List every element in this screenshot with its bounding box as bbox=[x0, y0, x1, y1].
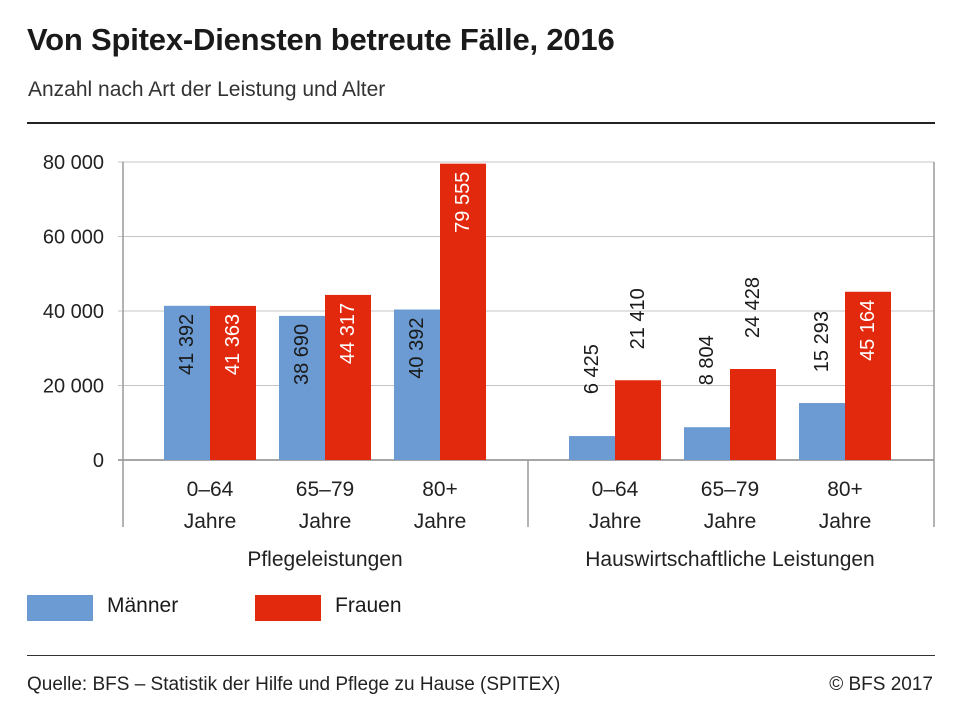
chart-title: Von Spitex-Diensten betreute Fälle, 2016 bbox=[27, 22, 615, 57]
bar-men bbox=[684, 427, 730, 460]
bar-women bbox=[730, 369, 776, 460]
bar-women bbox=[615, 380, 661, 460]
bar-value-label: 45 164 bbox=[857, 300, 879, 361]
legend-swatch-women bbox=[255, 595, 321, 621]
x-tick-label: 80+ bbox=[827, 478, 863, 501]
group-label: Hauswirtschaftliche Leistungen bbox=[585, 548, 875, 571]
bar-value-label: 8 804 bbox=[696, 335, 718, 385]
bar-women bbox=[210, 305, 256, 460]
y-tick-label: 60 000 bbox=[43, 227, 104, 249]
bar-value-label: 41 363 bbox=[222, 314, 244, 375]
bar-women bbox=[325, 294, 371, 460]
bar-men bbox=[279, 315, 325, 460]
bar-women bbox=[440, 163, 486, 460]
bar-men bbox=[569, 436, 615, 460]
x-tick-label: 0–64 bbox=[187, 478, 234, 501]
y-tick-label: 0 bbox=[93, 450, 104, 472]
bar-men bbox=[394, 309, 440, 460]
x-tick-label: 0–64 bbox=[592, 478, 639, 501]
x-tick-label: 80+ bbox=[422, 478, 458, 501]
x-tick-label: Jahre bbox=[184, 510, 237, 533]
bar-women bbox=[845, 291, 891, 460]
x-tick-label: 65–79 bbox=[701, 478, 759, 501]
bar-value-label: 79 555 bbox=[452, 172, 474, 233]
bar-value-labels: 41 392 41 363 38 690 44 317 40 392 79 555 6 42… bbox=[176, 172, 879, 394]
copyright-note: © BFS 2017 bbox=[829, 674, 933, 695]
x-tick-label: Jahre bbox=[819, 510, 872, 533]
top-divider bbox=[27, 122, 935, 124]
y-axis: 0 20 000 40 000 60 000 80 000 bbox=[43, 152, 104, 472]
x-tick-label: Jahre bbox=[704, 510, 757, 533]
x-tick-label: Jahre bbox=[414, 510, 467, 533]
bar-value-label: 40 392 bbox=[406, 318, 428, 379]
chart-subtitle: Anzahl nach Art der Leistung und Alter bbox=[28, 78, 386, 101]
x-axis: 0–64 Jahre 65–79 Jahre 80+ Jahre Pflegeleistun… bbox=[184, 478, 875, 571]
bar-value-label: 41 392 bbox=[176, 314, 198, 375]
y-tick-label: 20 000 bbox=[43, 376, 104, 398]
y-tick-label: 80 000 bbox=[43, 152, 104, 174]
bars bbox=[164, 163, 891, 460]
legend-swatch-men bbox=[27, 595, 93, 621]
bar-value-label: 6 425 bbox=[581, 344, 603, 394]
y-tick-label: 40 000 bbox=[43, 301, 104, 323]
bar-value-label: 24 428 bbox=[742, 277, 764, 338]
bar-chart: 0 20 000 40 000 60 000 80 000 41 392 41 363 38… bbox=[43, 152, 935, 571]
legend-label-men: Männer bbox=[107, 594, 179, 617]
bar-men bbox=[799, 403, 845, 460]
legend-label-women: Frauen bbox=[335, 594, 402, 617]
source-note: Quelle: BFS – Statistik der Hilfe und Pf… bbox=[27, 674, 561, 695]
bar-men bbox=[164, 305, 210, 460]
bar-value-label: 38 690 bbox=[291, 324, 313, 385]
x-tick-label: Jahre bbox=[589, 510, 642, 533]
group-label: Pflegeleistungen bbox=[247, 548, 402, 571]
bar-value-label: 21 410 bbox=[627, 288, 649, 349]
bar-value-label: 15 293 bbox=[811, 311, 833, 372]
x-tick-label: Jahre bbox=[299, 510, 352, 533]
bar-value-label: 44 317 bbox=[337, 303, 359, 364]
bottom-divider bbox=[27, 655, 935, 656]
x-tick-label: 65–79 bbox=[296, 478, 354, 501]
